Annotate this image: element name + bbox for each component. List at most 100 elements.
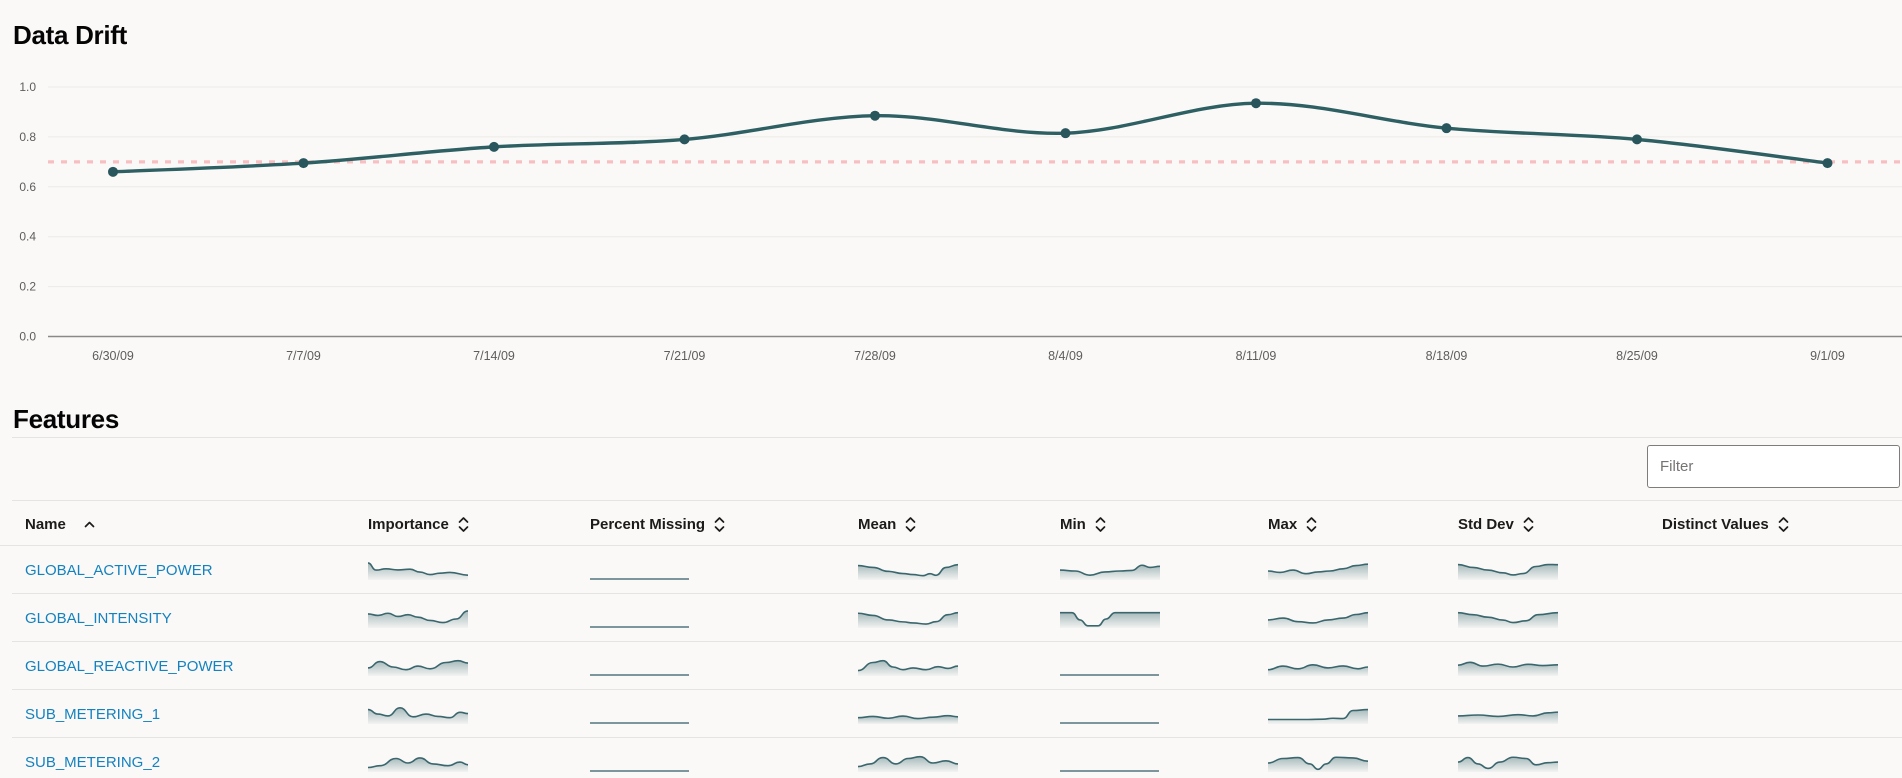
percent_missing-sparkline-flat [590, 722, 689, 724]
std_dev-sparkline [1457, 655, 1559, 679]
row-divider [12, 737, 1902, 738]
column-header-std_dev[interactable]: Std Dev [1458, 502, 1534, 546]
importance-sparkline [367, 607, 469, 631]
column-header-label: Importance [368, 515, 449, 533]
column-header-label: Name [25, 515, 66, 533]
feature-name-link[interactable]: GLOBAL_ACTIVE_POWER [25, 561, 213, 579]
min-sparkline-flat [1060, 770, 1159, 772]
min-sparkline [1060, 607, 1160, 631]
min-sparkline-flat [1060, 674, 1159, 676]
mean-sparkline [857, 655, 959, 679]
x-axis-tick: 7/7/09 [286, 349, 321, 363]
column-header-label: Distinct Values [1662, 515, 1769, 533]
x-axis-tick: 7/28/09 [854, 349, 896, 363]
column-header-mean[interactable]: Mean [858, 502, 916, 546]
column-header-label: Min [1060, 515, 1086, 533]
drift-data-point[interactable] [489, 141, 499, 152]
features-heading: Features [13, 404, 119, 434]
drift-data-point[interactable] [108, 166, 118, 177]
percent_missing-sparkline-flat [590, 770, 689, 772]
std_dev-sparkline [1457, 703, 1559, 727]
column-header-label: Std Dev [1458, 515, 1514, 533]
row-divider [12, 593, 1902, 594]
feature-name-link[interactable]: SUB_METERING_2 [25, 753, 161, 771]
column-header-percent_missing[interactable]: Percent Missing [590, 502, 725, 546]
feature-row: SUB_METERING_1 [0, 690, 1902, 738]
column-header-name[interactable]: Name [25, 502, 95, 546]
y-axis-tick: 0.6 [19, 180, 36, 194]
importance-sparkline [367, 703, 469, 727]
column-header-label: Percent Missing [590, 515, 706, 533]
sort-toggle-icon[interactable] [1778, 516, 1789, 533]
row-divider [12, 641, 1902, 642]
feature-name-link[interactable]: SUB_METERING_1 [25, 705, 161, 723]
column-header-max[interactable]: Max [1268, 502, 1317, 546]
drift-data-point[interactable] [870, 110, 880, 121]
mean-sparkline [857, 559, 959, 583]
std_dev-sparkline [1457, 751, 1559, 775]
max-sparkline [1267, 751, 1369, 775]
mean-sparkline [857, 703, 959, 727]
sort-toggle-icon[interactable] [1523, 516, 1534, 533]
percent_missing-sparkline-flat [590, 578, 689, 580]
feature-row: GLOBAL_REACTIVE_POWER [0, 642, 1902, 690]
features-toolbar [12, 437, 1902, 501]
y-axis-tick: 0.8 [19, 130, 36, 144]
drift-data-point[interactable] [1251, 98, 1261, 109]
features-table-header: Name Importance Percent Missing Mean Min Max S… [0, 502, 1902, 546]
column-header-distinct_values[interactable]: Distinct Values [1662, 502, 1789, 546]
max-sparkline [1267, 607, 1369, 631]
min-sparkline-flat [1060, 722, 1159, 724]
y-axis-tick: 0.2 [19, 280, 36, 294]
max-sparkline [1267, 655, 1369, 679]
column-header-importance[interactable]: Importance [368, 502, 469, 546]
x-axis-tick: 7/21/09 [664, 349, 706, 363]
x-axis-tick: 6/30/09 [92, 349, 134, 363]
y-axis-tick: 0.4 [19, 230, 36, 244]
y-axis-tick: 0.0 [19, 330, 36, 344]
drift-data-point[interactable] [679, 134, 690, 145]
feature-name-link[interactable]: GLOBAL_INTENSITY [25, 609, 172, 627]
feature-row: SUB_METERING_2 [0, 738, 1902, 778]
sort-ascending-icon[interactable] [84, 520, 95, 529]
drift-data-point[interactable] [1822, 158, 1833, 169]
importance-sparkline [367, 655, 469, 679]
x-axis-tick: 9/1/09 [1810, 349, 1845, 363]
feature-row: GLOBAL_ACTIVE_POWER [0, 546, 1902, 594]
x-axis-tick: 7/14/09 [473, 349, 515, 363]
feature-row: GLOBAL_INTENSITY [0, 594, 1902, 642]
data-drift-heading: Data Drift [13, 20, 128, 50]
x-axis-tick: 8/18/09 [1426, 349, 1468, 363]
column-header-min[interactable]: Min [1060, 502, 1106, 546]
x-axis-tick: 8/25/09 [1616, 349, 1658, 363]
feature-name-link[interactable]: GLOBAL_REACTIVE_POWER [25, 657, 234, 675]
drift-data-point[interactable] [1632, 134, 1642, 145]
importance-sparkline [367, 751, 469, 775]
percent_missing-sparkline-flat [590, 674, 689, 676]
importance-sparkline [367, 559, 469, 583]
drift-data-point[interactable] [298, 158, 309, 169]
features-table-body: GLOBAL_ACTIVE_POWER GLOBAL_INTENSITY GLOBA… [0, 546, 1902, 778]
data-drift-chart: 1.0 0.8 0.6 0.4 0.2 0.0 6/30/09 7/7/09 7/14/09 7/… [19, 80, 1902, 363]
row-divider [12, 689, 1902, 690]
sort-toggle-icon[interactable] [1095, 516, 1106, 533]
mean-sparkline [857, 607, 959, 631]
drift-data-point[interactable] [1060, 128, 1071, 139]
sort-toggle-icon[interactable] [714, 516, 725, 533]
std_dev-sparkline [1457, 607, 1559, 631]
drift-data-point[interactable] [1441, 123, 1452, 134]
x-axis-tick: 8/4/09 [1048, 349, 1083, 363]
min-sparkline [1059, 559, 1161, 583]
sort-toggle-icon[interactable] [458, 516, 469, 533]
column-header-label: Mean [858, 515, 897, 533]
mean-sparkline [857, 751, 959, 775]
sort-toggle-icon[interactable] [1306, 516, 1317, 533]
sort-toggle-icon[interactable] [905, 516, 916, 533]
drift-line [112, 101, 1828, 174]
x-axis-tick: 8/11/09 [1236, 349, 1277, 363]
percent_missing-sparkline-flat [590, 626, 689, 628]
std_dev-sparkline [1457, 559, 1559, 583]
column-header-label: Max [1268, 515, 1298, 533]
filter-input[interactable] [1647, 445, 1900, 488]
